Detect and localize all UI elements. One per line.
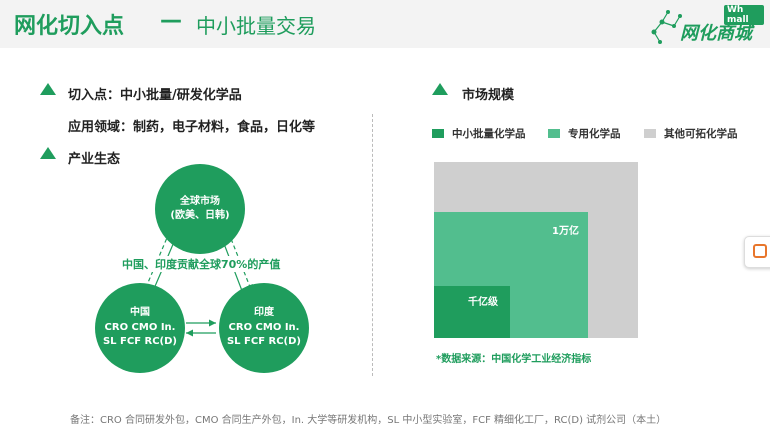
page-title: 网化切入点 (14, 14, 125, 39)
application-line: 应用领域：制药，电子材料，食品，日化等 (68, 120, 316, 135)
value-label-1wan: 1万亿 (552, 226, 579, 237)
triangle-bullet-icon (40, 147, 56, 159)
legend-item: 其他可拓化学品 (644, 126, 738, 141)
title-dash: — (160, 8, 182, 33)
legend-item: 中小批量化学品 (432, 126, 526, 141)
data-source: *数据来源：中国化学工业经济指标 (436, 354, 592, 365)
logo-badge: Wh mall (724, 5, 764, 25)
india-title: 印度 (254, 307, 274, 319)
market-size-heading: 市场规模 (462, 88, 515, 103)
china-line: CRO CMO In. (104, 321, 176, 333)
side-tab-button[interactable] (744, 236, 770, 268)
china-line: SL FCF RC(D) (102, 336, 178, 348)
india-line: CRO CMO In. (228, 321, 300, 333)
china-title: 中国 (130, 307, 150, 319)
legend-swatch (644, 129, 656, 138)
footnote: 备注：CRO 合同研发外包，CMO 合同生产外包，In. 大学等研发机构，SL … (70, 415, 667, 426)
logo-network-icon (651, 10, 682, 44)
triangle-bullet-icon (432, 83, 448, 95)
legend-swatch (548, 129, 560, 138)
brand-icon (753, 244, 767, 258)
global-market-region: (欧美、日韩) (170, 210, 230, 221)
legend-label: 中小批量化学品 (452, 128, 526, 140)
china-circle: 中国 CRO CMO In. SL FCF RC(D) (95, 283, 185, 373)
global-market-circle: 全球市场 (欧美、日韩) (155, 164, 245, 254)
contribution-label: 中国、印度贡献全球70%的产值 (120, 256, 283, 272)
vertical-divider (372, 114, 373, 376)
header-band (0, 0, 770, 48)
india-line: SL FCF RC(D) (226, 336, 302, 348)
india-circle: 印度 CRO CMO In. SL FCF RC(D) (219, 283, 309, 373)
global-market-label: 全球市场 (180, 195, 220, 207)
legend-item: 专用化学品 (548, 126, 621, 141)
triangle-bullet-icon (40, 83, 56, 95)
legend-label: 其他可拓化学品 (664, 128, 738, 140)
legend-swatch (432, 129, 444, 138)
ecosystem-heading: 产业生态 (68, 152, 121, 167)
small-batch-chemicals-square (434, 286, 510, 338)
page-subtitle: 中小批量交易 (196, 14, 316, 38)
logo: Wh mall 网化商城 (646, 2, 764, 48)
legend-label: 专用化学品 (568, 128, 621, 140)
value-label-qian: 千亿级 (468, 297, 498, 308)
entry-point-heading: 切入点：中小批量/研发化学品 (68, 88, 242, 103)
logo-text: 网化商城 (680, 23, 752, 44)
